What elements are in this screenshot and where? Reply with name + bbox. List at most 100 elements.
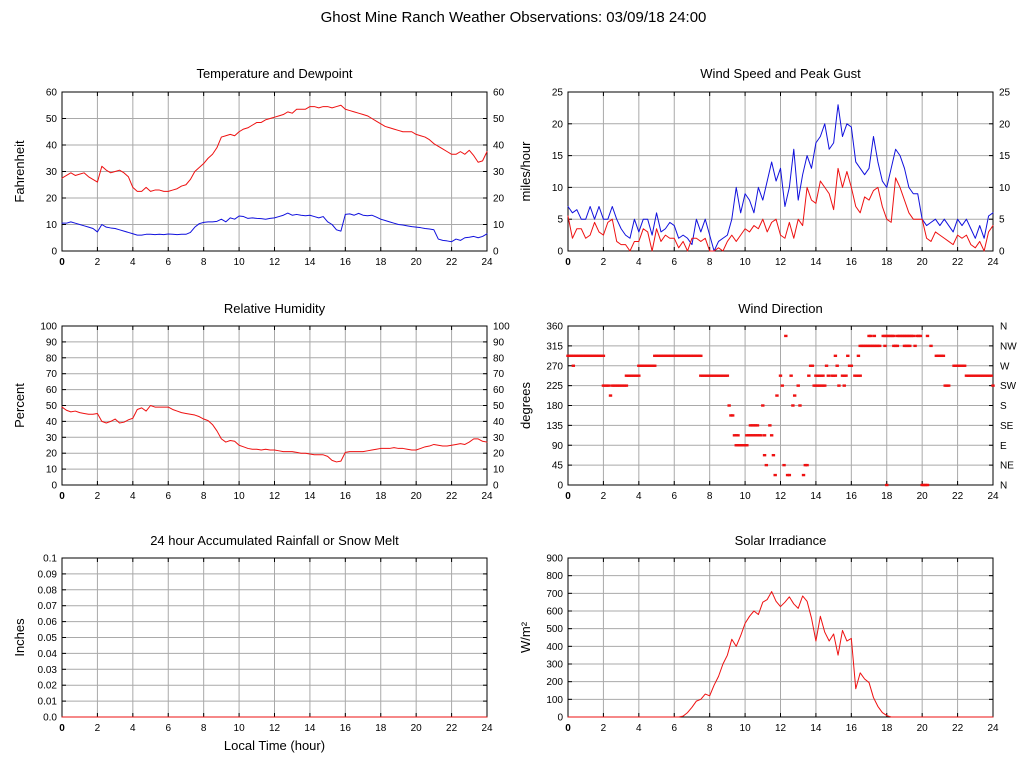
svg-text:10: 10 bbox=[46, 465, 58, 476]
svg-text:18: 18 bbox=[881, 257, 893, 268]
svg-text:60: 60 bbox=[493, 88, 505, 99]
svg-text:50: 50 bbox=[46, 401, 58, 412]
svg-text:180: 180 bbox=[546, 401, 563, 412]
svg-text:6: 6 bbox=[671, 257, 677, 268]
svg-text:2: 2 bbox=[95, 491, 101, 502]
svg-text:4: 4 bbox=[636, 257, 642, 268]
panel-temperature-dewpoint: Temperature and Dewpoint 0 2 4 6 8 10 12 14 16 18… bbox=[0, 55, 513, 288]
svg-text:10: 10 bbox=[234, 257, 246, 268]
svg-text:18: 18 bbox=[881, 723, 893, 734]
svg-text:40: 40 bbox=[493, 141, 505, 152]
svg-text:14: 14 bbox=[304, 491, 316, 502]
svg-text:24: 24 bbox=[481, 723, 493, 734]
svg-text:90: 90 bbox=[493, 337, 505, 348]
svg-text:90: 90 bbox=[46, 337, 58, 348]
svg-text:Fahrenheit: Fahrenheit bbox=[12, 140, 27, 203]
svg-text:10: 10 bbox=[234, 491, 246, 502]
svg-text:10: 10 bbox=[46, 220, 58, 231]
svg-text:20: 20 bbox=[493, 449, 505, 460]
svg-text:18: 18 bbox=[375, 723, 387, 734]
svg-text:20: 20 bbox=[999, 119, 1011, 130]
svg-text:270: 270 bbox=[546, 361, 563, 372]
svg-text:22: 22 bbox=[952, 723, 964, 734]
svg-text:40: 40 bbox=[493, 417, 505, 428]
svg-text:40: 40 bbox=[46, 141, 58, 152]
svg-text:15: 15 bbox=[552, 151, 564, 162]
svg-text:20: 20 bbox=[917, 257, 929, 268]
svg-text:E: E bbox=[1000, 441, 1007, 452]
svg-text:25: 25 bbox=[999, 88, 1011, 99]
svg-text:0.04: 0.04 bbox=[38, 649, 58, 660]
svg-text:100: 100 bbox=[40, 322, 57, 333]
svg-text:60: 60 bbox=[46, 385, 58, 396]
svg-text:16: 16 bbox=[846, 491, 858, 502]
svg-text:2: 2 bbox=[95, 723, 101, 734]
rainfall-chart: 0 2 4 6 8 10 12 14 16 18 20 22 240.00.010.020.030.04… bbox=[12, 554, 493, 754]
svg-text:10: 10 bbox=[552, 183, 564, 194]
svg-text:10: 10 bbox=[740, 723, 752, 734]
svg-text:24: 24 bbox=[987, 257, 999, 268]
svg-text:8: 8 bbox=[707, 723, 713, 734]
svg-text:12: 12 bbox=[269, 257, 281, 268]
svg-text:80: 80 bbox=[493, 353, 505, 364]
svg-text:10: 10 bbox=[999, 183, 1011, 194]
svg-text:135: 135 bbox=[546, 421, 563, 432]
svg-text:4: 4 bbox=[130, 491, 136, 502]
svg-text:20: 20 bbox=[411, 491, 423, 502]
svg-text:8: 8 bbox=[707, 257, 713, 268]
svg-text:14: 14 bbox=[810, 723, 822, 734]
svg-text:2: 2 bbox=[95, 257, 101, 268]
svg-text:0.05: 0.05 bbox=[38, 633, 58, 644]
svg-text:14: 14 bbox=[810, 491, 822, 502]
svg-text:0.09: 0.09 bbox=[38, 569, 58, 580]
svg-text:20: 20 bbox=[46, 194, 58, 205]
svg-text:0: 0 bbox=[493, 247, 499, 258]
chart-title-temperature-dewpoint: Temperature and Dewpoint bbox=[196, 66, 353, 81]
svg-text:100: 100 bbox=[546, 695, 563, 706]
svg-text:5: 5 bbox=[557, 215, 563, 226]
svg-text:800: 800 bbox=[546, 571, 563, 582]
svg-text:45: 45 bbox=[552, 461, 564, 472]
svg-text:40: 40 bbox=[46, 417, 58, 428]
svg-text:12: 12 bbox=[775, 723, 787, 734]
svg-text:18: 18 bbox=[375, 491, 387, 502]
svg-text:70: 70 bbox=[46, 369, 58, 380]
svg-text:30: 30 bbox=[46, 167, 58, 178]
svg-text:4: 4 bbox=[636, 491, 642, 502]
svg-text:315: 315 bbox=[546, 341, 563, 352]
svg-text:20: 20 bbox=[552, 119, 564, 130]
svg-text:6: 6 bbox=[671, 723, 677, 734]
page-title: Ghost Mine Ranch Weather Observations: 0… bbox=[320, 9, 707, 26]
chart-title-rainfall: 24 hour Accumulated Rainfall or Snow Mel… bbox=[150, 533, 399, 548]
svg-text:W: W bbox=[1000, 361, 1010, 372]
svg-text:80: 80 bbox=[46, 353, 58, 364]
svg-text:300: 300 bbox=[546, 660, 563, 671]
svg-text:0: 0 bbox=[565, 257, 571, 268]
svg-text:SW: SW bbox=[1000, 381, 1017, 392]
svg-text:24: 24 bbox=[481, 491, 493, 502]
svg-text:50: 50 bbox=[46, 114, 58, 125]
svg-text:22: 22 bbox=[952, 257, 964, 268]
svg-text:5: 5 bbox=[999, 215, 1005, 226]
panel-solar-irradiance: Solar Irradiance 0 2 4 6 8 10 12 14 16 18 20 22 24 0 1… bbox=[514, 520, 1027, 772]
svg-text:60: 60 bbox=[46, 88, 58, 99]
svg-text:2: 2 bbox=[601, 257, 607, 268]
svg-text:22: 22 bbox=[446, 257, 458, 268]
svg-text:12: 12 bbox=[269, 491, 281, 502]
svg-text:0: 0 bbox=[51, 247, 57, 258]
svg-text:8: 8 bbox=[707, 491, 713, 502]
svg-text:0.07: 0.07 bbox=[38, 601, 58, 612]
panel-relative-humidity: Relative Humidity 0 2 4 6 8 10 12 14 16 18 20 22 24 0… bbox=[0, 288, 513, 520]
svg-text:0.06: 0.06 bbox=[38, 617, 58, 628]
svg-text:0: 0 bbox=[557, 247, 563, 258]
chart-title-relative-humidity: Relative Humidity bbox=[223, 301, 326, 316]
panel-rainfall: 24 hour Accumulated Rainfall or Snow Mel… bbox=[0, 520, 513, 772]
svg-text:8: 8 bbox=[201, 723, 207, 734]
svg-text:2: 2 bbox=[601, 723, 607, 734]
svg-text:W/m²: W/m² bbox=[518, 621, 533, 653]
svg-text:6: 6 bbox=[165, 257, 171, 268]
svg-text:10: 10 bbox=[493, 465, 505, 476]
svg-text:100: 100 bbox=[493, 322, 510, 333]
